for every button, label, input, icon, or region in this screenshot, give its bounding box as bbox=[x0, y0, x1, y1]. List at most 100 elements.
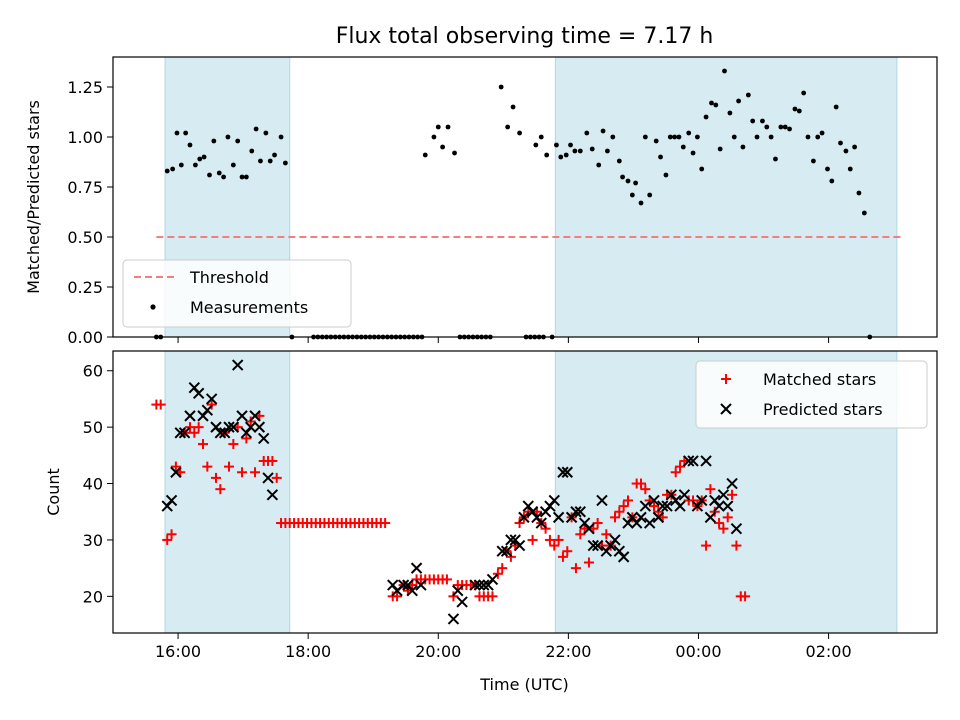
predicted-star-point-33 bbox=[452, 584, 464, 597]
measurement-point-104 bbox=[663, 172, 669, 178]
predicted-star-point-63 bbox=[596, 494, 608, 507]
shaded-interval-0 bbox=[164, 350, 291, 634]
matched-star-point-133 bbox=[740, 591, 751, 602]
top-ytick-label-2: 0.50 bbox=[67, 228, 103, 247]
matched-star-point-90 bbox=[553, 534, 564, 545]
marker-stroke bbox=[552, 511, 565, 524]
predicted-star-point-10 bbox=[205, 393, 218, 405]
predicted-star-point-44 bbox=[513, 539, 526, 552]
matched-star-point-128 bbox=[718, 523, 729, 534]
marker-stroke bbox=[730, 522, 743, 535]
marker-stroke bbox=[574, 506, 587, 518]
marker-stroke bbox=[473, 579, 486, 591]
matched-star-point-118 bbox=[675, 461, 686, 472]
predicted-star-point-9 bbox=[201, 404, 214, 416]
matched-star-point-94 bbox=[570, 563, 581, 574]
predicted-star-point-57 bbox=[570, 506, 582, 518]
measurement-point-129 bbox=[778, 124, 784, 130]
measurement-point-11 bbox=[207, 172, 212, 178]
matched-star-point-26 bbox=[267, 455, 278, 466]
marker-stroke bbox=[469, 579, 481, 591]
matched-star-point-9 bbox=[193, 422, 204, 433]
measurement-point-130 bbox=[782, 124, 788, 130]
measurement-point-71 bbox=[510, 104, 516, 110]
measurement-point-83 bbox=[558, 154, 564, 160]
measurement-point-119 bbox=[731, 134, 737, 140]
marker-stroke bbox=[262, 472, 274, 484]
shaded-interval-1 bbox=[554, 56, 898, 338]
predicted-star-point-77 bbox=[656, 500, 669, 512]
matched-star-point-65 bbox=[441, 574, 452, 585]
predicted-star-point-32 bbox=[447, 613, 460, 625]
measurement-point-2 bbox=[164, 168, 170, 174]
measurement-point-12 bbox=[211, 138, 217, 144]
marker-stroke bbox=[557, 466, 569, 478]
measurement-point-6 bbox=[183, 130, 189, 136]
bottom-ytick-label-1: 30 bbox=[83, 531, 103, 550]
predicted-star-point-2 bbox=[170, 466, 182, 478]
top-y-axis-label: Matched/Predicted stars bbox=[24, 100, 43, 294]
matched-star-point-117 bbox=[670, 467, 681, 478]
bottom-legend-box bbox=[695, 360, 928, 429]
measurement-point-8 bbox=[193, 162, 198, 168]
matched-star-point-1 bbox=[155, 399, 166, 410]
bottom-ytick-label-2: 40 bbox=[83, 475, 103, 494]
marker-stroke bbox=[717, 489, 730, 501]
predicted-star-point-66 bbox=[609, 534, 621, 546]
measurement-point-79 bbox=[533, 142, 539, 148]
matched-star-point-103 bbox=[609, 512, 620, 523]
marker-stroke bbox=[184, 410, 196, 422]
bottom-ytick-label-4: 60 bbox=[83, 362, 103, 381]
predicted-star-point-45 bbox=[518, 511, 530, 524]
predicted-star-point-24 bbox=[266, 489, 279, 501]
marker-stroke bbox=[486, 573, 499, 586]
marker-stroke bbox=[535, 517, 547, 529]
measurement-point-111 bbox=[694, 134, 700, 140]
measurement-point-17 bbox=[235, 138, 241, 144]
predicted-star-point-76 bbox=[652, 511, 665, 524]
bottom-axes-frame bbox=[112, 350, 938, 634]
matched-star-point-22 bbox=[250, 467, 261, 478]
predicted-star-point-52 bbox=[548, 494, 560, 507]
measurement-point-81 bbox=[544, 152, 550, 158]
predicted-star-point-93 bbox=[726, 477, 738, 490]
predicted-star-point-83 bbox=[683, 455, 695, 467]
matched-star-point-88 bbox=[544, 534, 555, 545]
measurement-point-94 bbox=[616, 158, 622, 164]
bottom-legend: Matched stars Predicted stars bbox=[695, 360, 928, 429]
marker-stroke bbox=[244, 421, 257, 433]
predicted-star-point-27 bbox=[397, 579, 410, 591]
measurement-point-82 bbox=[554, 142, 559, 148]
marker-stroke bbox=[266, 489, 279, 501]
matched-star-point-101 bbox=[601, 529, 612, 540]
measurement-point-98 bbox=[633, 180, 638, 186]
marker-stroke bbox=[713, 500, 725, 512]
predicted-star-point-34 bbox=[456, 596, 468, 608]
predicted-star-point-41 bbox=[500, 545, 513, 557]
matched-star-point-13 bbox=[211, 472, 221, 483]
matched-star-point-130 bbox=[727, 489, 738, 500]
predicted-star-point-21 bbox=[253, 421, 266, 433]
bottom-xtick-label-4: 00:00 bbox=[675, 642, 721, 661]
marker-stroke bbox=[447, 613, 460, 625]
measurement-point-19 bbox=[243, 174, 249, 180]
matched-star-point-92 bbox=[562, 546, 573, 557]
predicted-star-point-30 bbox=[410, 562, 423, 574]
top-ytick-label-0: 0.00 bbox=[67, 328, 103, 347]
predicted-star-point-7 bbox=[192, 387, 205, 400]
measurement-point-60 bbox=[452, 150, 457, 156]
measurement-point-140 bbox=[829, 178, 835, 184]
measurement-point-144 bbox=[847, 166, 853, 172]
measurement-point-135 bbox=[805, 134, 811, 140]
measurement-point-145 bbox=[852, 144, 857, 150]
marker-stroke bbox=[223, 421, 235, 433]
measurement-point-128 bbox=[773, 156, 778, 162]
measurement-point-120 bbox=[736, 98, 741, 104]
marker-stroke bbox=[587, 539, 600, 552]
matched-star-point-14 bbox=[215, 484, 226, 495]
predicted-star-point-84 bbox=[687, 455, 699, 467]
measurement-point-72 bbox=[517, 130, 522, 136]
marker-stroke bbox=[410, 562, 423, 574]
marker-stroke bbox=[722, 500, 734, 512]
bottom-ytick-label-0: 20 bbox=[83, 587, 103, 606]
